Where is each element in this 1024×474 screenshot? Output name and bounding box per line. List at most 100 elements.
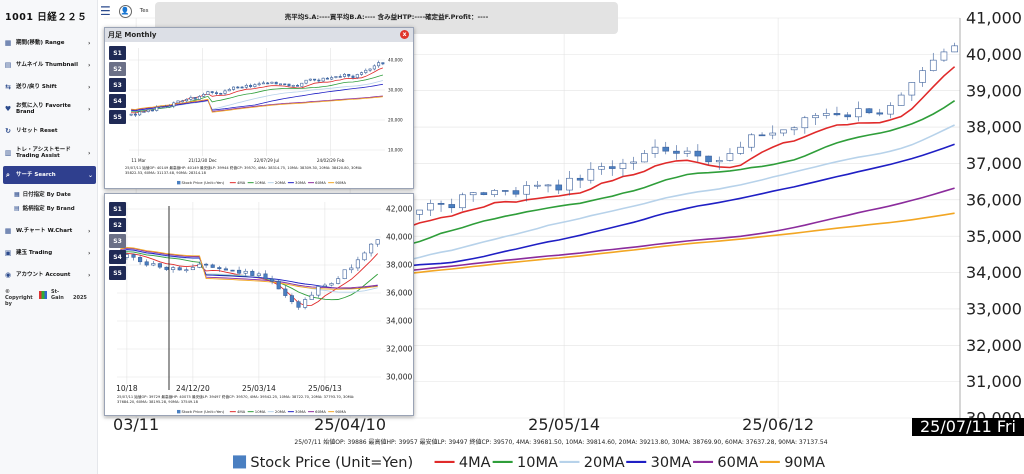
weekly-legend: Stock Price (Unit=Yen) 4MA 10MA 20MA 30MA 60M… [177, 409, 346, 414]
candle [325, 77, 329, 80]
calendar-icon: ▦ [4, 39, 12, 47]
weekly-info-line-1: 25/07/11 始値OP: 39729 最高値HP: 40075 最安値LP:… [117, 394, 354, 399]
candle [151, 263, 156, 266]
candle [321, 77, 325, 82]
x-tick-label: 25/05/14 [528, 415, 600, 434]
candle [908, 82, 916, 96]
sidebar-item-calendar[interactable]: ▦ 期間(移動) Range › [3, 34, 96, 52]
sidebar-item-reset[interactable]: ↻ リセット Reset [3, 122, 96, 140]
legend-label: 60MA [717, 455, 758, 471]
s-button-s1[interactable]: S1 [109, 46, 126, 60]
candle [897, 94, 905, 106]
legend-label: Stock Price (Unit=Yen) [182, 409, 225, 414]
legend-label: 20MA [275, 409, 286, 414]
candle [185, 99, 189, 102]
current-date-badge [912, 418, 1024, 436]
candle [630, 161, 637, 164]
sidebar-item-chart[interactable]: ▦ W.チャート W.Chart › [3, 222, 96, 240]
candle [951, 45, 958, 53]
brand-icon: ▤ [14, 204, 20, 212]
s-button-s4[interactable]: S4 [109, 250, 126, 264]
s-button-s3[interactable]: S3 [109, 78, 126, 92]
ma-line-ma60 [120, 247, 378, 289]
submenu-item-by-date[interactable]: ▦ 日付指定 By Date [14, 190, 71, 199]
candle [176, 100, 180, 104]
candle [641, 153, 648, 163]
sidebar-item-label: お気に入り Favorite Brand [16, 102, 77, 115]
user-name: Tes [139, 8, 149, 14]
legend-label: 30MA [651, 455, 692, 471]
s-button-s1[interactable]: S1 [109, 202, 126, 216]
y-tick-label: 31,000 [966, 372, 1022, 391]
candle [416, 209, 423, 215]
candle [270, 81, 274, 84]
candle [855, 108, 862, 118]
x-tick-label: 25/06/13 [308, 384, 342, 393]
candle [289, 295, 294, 303]
user-avatar-icon[interactable]: 👤 [118, 4, 132, 18]
candle [131, 254, 136, 258]
candle [256, 273, 261, 276]
candle [587, 168, 595, 181]
s-button-s4[interactable]: S4 [109, 94, 126, 108]
sidebar-item-assist[interactable]: ▥ トレ・アシストモード Trading Assist › [3, 144, 96, 162]
candle [164, 266, 169, 270]
s-button-s2[interactable]: S2 [109, 62, 126, 76]
monthly-chart-panel[interactable]: 月足 Monthly x 40,000 30,000 20,000 10,000 11 … [104, 27, 414, 189]
candle [369, 243, 374, 254]
submenu-item-by-brand[interactable]: ▤ 銘柄指定 By Brand [14, 204, 75, 213]
s-button-s3[interactable]: S3 [109, 234, 126, 248]
sidebar-item-account[interactable]: ◉ アカウント Account › [3, 266, 96, 284]
candle [157, 263, 162, 268]
x-tick-label: 25/04/10 [314, 415, 386, 434]
assist-icon: ▥ [4, 149, 12, 157]
legend-label: 4MA [459, 455, 491, 471]
candle [197, 263, 202, 268]
candle [142, 111, 146, 113]
candle [360, 72, 364, 75]
sidebar-item-trading[interactable]: ▣ 建玉 Trading › [3, 244, 96, 262]
y-tick-label: 33,000 [966, 300, 1022, 319]
sidebar-item-shift[interactable]: ⇆ 送り/戻り Shift › [3, 78, 96, 96]
candle [190, 267, 195, 271]
x-tick-label: 25/06/12 [742, 415, 814, 434]
weekly-chart-panel[interactable]: 42,000 40,000 38,000 36,000 34,000 32,000 30,0… [104, 193, 414, 416]
candle [193, 97, 197, 100]
close-icon[interactable]: x [400, 30, 409, 39]
sidebar-item-thumbnail[interactable]: ▤ サムネイル Thumbnail › [3, 56, 96, 74]
weekly-grid [117, 202, 381, 384]
candle [274, 81, 278, 85]
candle [651, 146, 659, 154]
chevron-icon: › [88, 83, 91, 91]
legend-label: 60MA [315, 409, 326, 414]
monthly-chart[interactable]: 40,000 30,000 20,000 10,000 11 Mar 21/12/30 D… [105, 42, 414, 189]
company-name: St-Gain [51, 289, 64, 301]
candle [210, 264, 215, 268]
candle [266, 82, 270, 85]
candle [283, 83, 287, 86]
s-button-s5[interactable]: S5 [109, 110, 126, 124]
legend-label: 60MA [315, 180, 326, 185]
sidebar: 1001 日経２２５ ▦ 期間(移動) Range › ▤ サムネイル Thumbnai… [0, 0, 98, 474]
monthly-info-line-1: 25/07/11 始値OP: 40149 最高値HP: 40149 最安値LP:… [125, 165, 362, 170]
s-button-s5[interactable]: S5 [109, 266, 126, 280]
candle [673, 150, 680, 154]
chevron-icon: › [88, 61, 91, 69]
x-tick-label: 24/12/20 [176, 384, 210, 393]
candle [822, 113, 830, 116]
ma-line-ma20 [120, 249, 378, 293]
s-button-s2[interactable]: S2 [109, 218, 126, 232]
date-icon: ▦ [14, 190, 20, 198]
y-tick-label: 30,000 [388, 87, 403, 92]
menu-icon[interactable]: ☰ [100, 4, 111, 18]
reset-icon: ↻ [5, 127, 11, 135]
candle [177, 267, 182, 271]
heart-icon: ♥ [4, 105, 12, 113]
weekly-moving-averages [120, 247, 379, 306]
candle [244, 84, 248, 88]
stgain-logo-icon [39, 291, 47, 299]
x-tick-label: 24/02/29 Feb [317, 158, 345, 163]
sidebar-item-heart[interactable]: ♥ お気に入り Favorite Brand › [3, 100, 96, 118]
sidebar-item-search[interactable]: ⌕ サーチ Search ⌄ [3, 166, 96, 184]
weekly-chart[interactable]: 42,000 40,000 38,000 36,000 34,000 32,000 30,0… [105, 194, 414, 416]
